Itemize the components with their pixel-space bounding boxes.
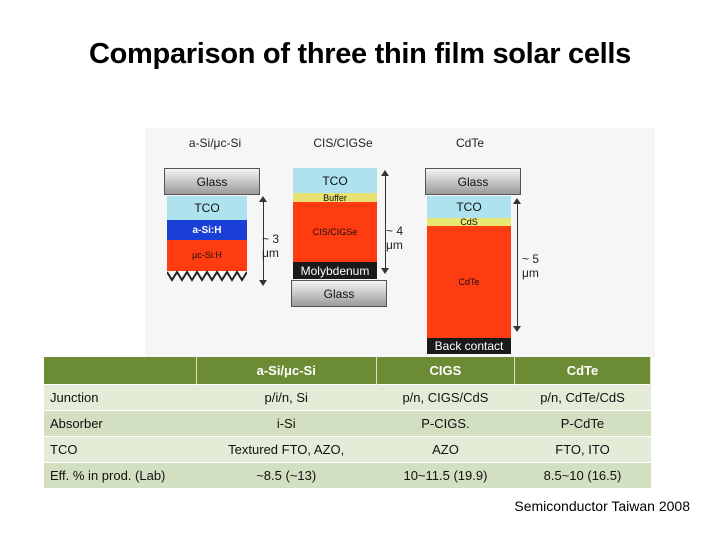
asi-glass-layer: Glass bbox=[164, 168, 260, 195]
table-cell: Textured FTO, AZO, bbox=[196, 436, 377, 463]
arrow-up-icon bbox=[381, 170, 389, 176]
table-cell: AZO bbox=[376, 436, 515, 463]
cigs-glass-layer: Glass bbox=[291, 280, 387, 307]
cigs-thickness-label: ~ 4 μm bbox=[386, 224, 404, 252]
asi-ucsih-layer: μc-Si:H bbox=[167, 240, 247, 270]
arrow-up-icon bbox=[513, 198, 521, 204]
row-header: Absorber bbox=[44, 410, 196, 437]
cdte-absorber-layer: CdTe bbox=[427, 226, 511, 338]
row-header: Eff. % in prod. (Lab) bbox=[44, 462, 196, 488]
source-citation: Semiconductor Taiwan 2008 bbox=[514, 498, 690, 514]
row-header: TCO bbox=[44, 436, 196, 463]
asi-ash-layer: a-Si:H bbox=[167, 220, 247, 240]
table-header-cell: CdTe bbox=[514, 357, 652, 385]
cdte-cds-layer: CdS bbox=[427, 217, 511, 227]
asi-thickness-line bbox=[263, 202, 264, 280]
asi-tco-layer: TCO bbox=[167, 196, 247, 220]
table-cell: i-Si bbox=[196, 410, 377, 437]
table-header-cell: a-Si/μc-Si bbox=[196, 357, 377, 385]
row-header: Junction bbox=[44, 384, 196, 411]
cdte-thickness-line bbox=[517, 204, 518, 326]
table-row: Absorber i-Si P-CIGS. P-CdTe bbox=[44, 410, 651, 437]
cdte-thickness-label: ~ 5 μm bbox=[522, 252, 540, 280]
cigs-thickness-line bbox=[385, 176, 386, 268]
asi-thickness-label: ~ 3 μm bbox=[262, 232, 280, 260]
asi-back-contact-zigzag bbox=[167, 268, 247, 282]
cdte-glass-layer: Glass bbox=[425, 168, 521, 195]
table-header-row: a-Si/μc-Si CIGS CdTe bbox=[44, 357, 652, 385]
table-cell: P-CIGS. bbox=[376, 410, 515, 437]
table-cell: FTO, ITO bbox=[514, 436, 651, 463]
arrow-down-icon bbox=[381, 268, 389, 274]
cigs-buffer-layer: Buffer bbox=[293, 193, 377, 203]
cigs-absorber-layer: CIS/CIGSe bbox=[293, 202, 377, 262]
cigs-molybdenum-layer: Molybdenum bbox=[293, 262, 377, 279]
table-cell: 8.5~10 (16.5) bbox=[514, 462, 651, 488]
table-cell: p/i/n, Si bbox=[196, 384, 377, 411]
table-header-cell: CIGS bbox=[376, 357, 515, 385]
table-header-cell bbox=[44, 357, 197, 385]
arrow-down-icon bbox=[513, 326, 521, 332]
table-cell: p/n, CdTe/CdS bbox=[514, 384, 651, 411]
comparison-table: a-Si/μc-Si CIGS CdTe Junction p/i/n, Si … bbox=[44, 357, 652, 488]
cigs-tco-layer: TCO bbox=[293, 168, 377, 193]
arrow-down-icon bbox=[259, 280, 267, 286]
column-label-asi: a-Si/μc-Si bbox=[188, 136, 242, 150]
table-cell: P-CdTe bbox=[514, 410, 651, 437]
cdte-tco-layer: TCO bbox=[427, 196, 511, 218]
column-label-cdte: CdTe bbox=[455, 136, 484, 150]
cdte-back-contact-layer: Back contact bbox=[427, 338, 511, 354]
table-row: TCO Textured FTO, AZO, AZO FTO, ITO bbox=[44, 436, 651, 463]
table-row: Eff. % in prod. (Lab) ~8.5 (~13) 10~11.5… bbox=[44, 462, 651, 488]
table-cell: ~8.5 (~13) bbox=[196, 462, 377, 488]
table-row: Junction p/i/n, Si p/n, CIGS/CdS p/n, Cd… bbox=[44, 384, 651, 411]
slide-title: Comparison of three thin film solar cell… bbox=[88, 38, 632, 70]
table-cell: p/n, CIGS/CdS bbox=[376, 384, 515, 411]
table-cell: 10~11.5 (19.9) bbox=[376, 462, 515, 488]
arrow-up-icon bbox=[259, 196, 267, 202]
column-label-cigs: CIS/CIGSe bbox=[313, 136, 373, 150]
